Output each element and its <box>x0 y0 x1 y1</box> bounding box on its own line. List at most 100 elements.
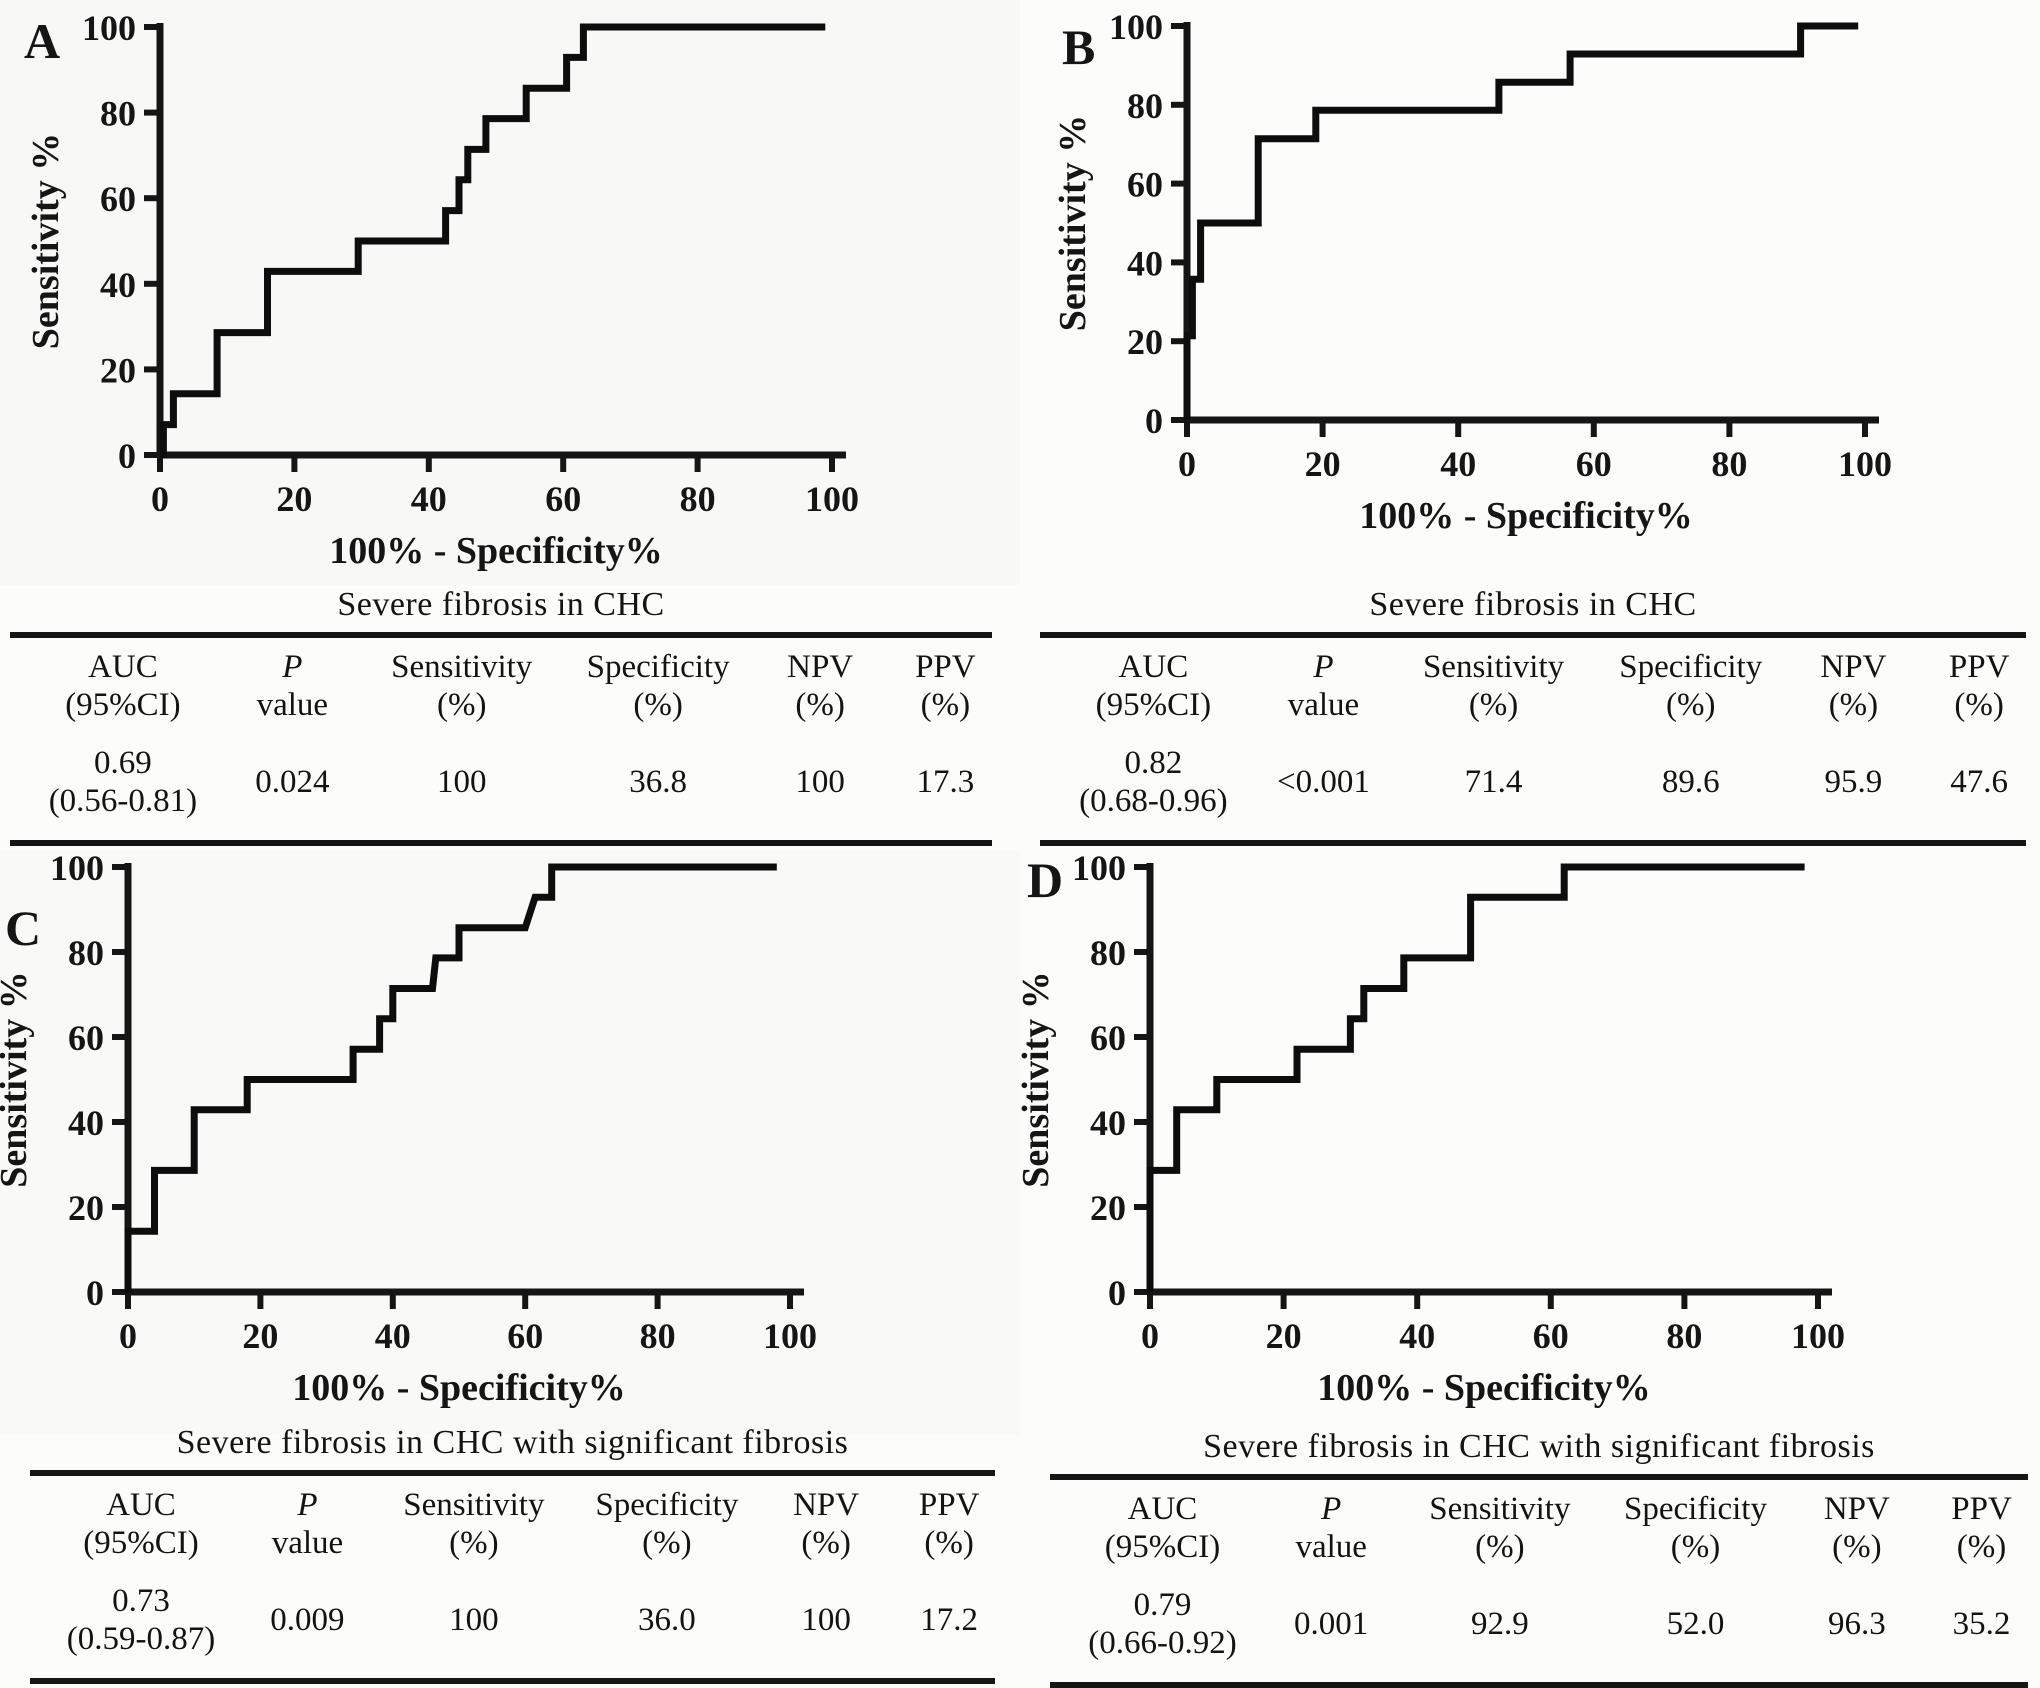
header-line-2: value <box>1287 687 1360 723</box>
stats-header-cell: PPV (%) <box>1935 1477 2028 1570</box>
y-tick-label: 60 <box>100 179 136 219</box>
stats-table-block-d: Severe fibrosis in CHC with significant … <box>1050 1428 2028 1688</box>
x-axis-title: 100% - Specificity% <box>1317 1367 1651 1409</box>
x-tick-label: 80 <box>1666 1316 1702 1356</box>
panel-a: 0 20 40 60 80 100 0 20 40 60 80 100 100% - Specifici… <box>0 0 1020 846</box>
y-tick-label: 100 <box>50 850 104 888</box>
header-line-2: (%) <box>1468 687 1519 723</box>
header-line-1: AUC <box>106 1487 176 1523</box>
stats-header-cell: AUC (95%CI) <box>1040 635 1267 728</box>
x-tick-label: 60 <box>1576 444 1612 484</box>
y-axis-title: Sensitivity % <box>0 971 35 1187</box>
x-tick-label: 20 <box>242 1316 278 1356</box>
y-tick-label: 0 <box>1145 401 1163 441</box>
stats-header-cell: Sensitivity (%) <box>1380 635 1607 728</box>
x-axis-title: 100% - Specificity% <box>1359 495 1693 537</box>
header-line-1: NPV <box>1823 1491 1890 1527</box>
roc-plot-b: 0 20 40 60 80 100 0 20 40 60 80 100 100% - Specifici… <box>1020 0 2040 585</box>
stat-auc-ci: (0.66-0.92) <box>1088 1625 1237 1661</box>
y-tick-label: 40 <box>1090 1103 1126 1143</box>
stat-ppv: 35.2 <box>1952 1606 2011 1642</box>
roc-curve <box>159 23 826 459</box>
header-line-1: Specificity <box>586 649 730 685</box>
x-tick-label: 80 <box>640 1316 676 1356</box>
stat-auc-cell: 0.79 (0.66-0.92) <box>1050 1570 1275 1685</box>
stat-sensitivity: 100 <box>449 1602 499 1638</box>
header-line-2: (%) <box>1828 687 1879 723</box>
stat-p-value: 0.009 <box>270 1602 345 1638</box>
y-tick-label: 40 <box>100 265 136 305</box>
x-axis-title: 100% - Specificity% <box>329 530 663 572</box>
header-line-1: Sensitivity <box>403 1487 545 1523</box>
header-line-1: PPV <box>1948 649 2010 685</box>
header-line-2: (%) <box>1666 687 1716 723</box>
x-tick-label: 0 <box>119 1316 137 1356</box>
header-line-2: (%) <box>449 1525 499 1561</box>
header-line-1: P <box>297 1487 318 1523</box>
x-tick-label: 0 <box>151 479 169 519</box>
stats-header-cell: AUC (95%CI) <box>1050 1477 1275 1570</box>
y-tick-label: 0 <box>1108 1273 1126 1313</box>
header-line-1: Specificity <box>1623 1491 1767 1527</box>
stat-sensitivity: 100 <box>436 764 487 800</box>
header-line-2: (95%CI) <box>83 1525 199 1561</box>
x-tick-label: 20 <box>1266 1316 1302 1356</box>
y-tick-label: 60 <box>1127 165 1163 205</box>
header-line-2: (%) <box>1670 1529 1721 1565</box>
roc-curve <box>1183 22 1859 420</box>
header-line-2: (%) <box>924 1525 974 1561</box>
stat-auc-cell: 0.82 (0.68-0.96) <box>1040 728 1267 843</box>
stats-header-cell: Sensitivity (%) <box>363 1473 585 1566</box>
stats-header-cell: PPV (%) <box>903 1473 995 1566</box>
panel-letter: A <box>24 13 60 69</box>
stats-header-cell: NPV (%) <box>1779 1477 1935 1570</box>
x-tick-label: 0 <box>1178 444 1196 484</box>
x-tick-label: 100 <box>763 1316 817 1356</box>
stats-header-cell: NPV (%) <box>1775 635 1933 728</box>
header-line-1: Specificity <box>1619 649 1763 685</box>
header-line-1: AUC <box>1118 649 1189 685</box>
header-line-2: value <box>256 687 329 723</box>
stat-auc-cell: 0.69 (0.56-0.81) <box>10 728 236 843</box>
x-tick-label: 80 <box>1711 444 1747 484</box>
panel-b: 0 20 40 60 80 100 0 20 40 60 80 100 100% - Specifici… <box>1020 0 2040 846</box>
stats-table-title: Severe fibrosis in CHC with significant … <box>176 1424 849 1461</box>
stats-header-cell: PPV (%) <box>899 635 992 728</box>
stats-data-row: 0.69 (0.56-0.81) 0.024 100 36.8 100 17.3 <box>10 728 992 843</box>
stats-table-block-c: Severe fibrosis in CHC with significant … <box>30 1424 995 1684</box>
stat-npv: 100 <box>801 1602 851 1638</box>
y-tick-label: 100 <box>82 8 136 48</box>
panel-letter: B <box>1062 19 1095 75</box>
x-tick-label: 60 <box>1533 1316 1569 1356</box>
stat-ppv: 17.3 <box>916 764 975 800</box>
header-line-2: (%) <box>633 687 683 723</box>
y-tick-label: 40 <box>68 1103 104 1143</box>
stat-auc-value: 0.73 <box>112 1583 170 1619</box>
x-tick-label: 100 <box>1791 1316 1845 1356</box>
header-line-2: value <box>1295 1529 1367 1565</box>
y-tick-label: 60 <box>1090 1018 1126 1058</box>
stat-specificity: 52.0 <box>1666 1606 1725 1642</box>
header-line-2: (%) <box>801 1525 851 1561</box>
stats-data-row: 0.73 (0.59-0.87) 0.009 100 36.0 100 17.2 <box>30 1566 995 1681</box>
y-tick-label: 60 <box>68 1018 104 1058</box>
roc-curve <box>1146 863 1805 1292</box>
roc-plot-d: 0 20 40 60 80 100 0 20 40 60 80 100 100% - Specifici… <box>1020 850 2040 1435</box>
y-tick-label: 0 <box>118 436 136 476</box>
x-tick-label: 40 <box>1440 444 1476 484</box>
plot-background <box>0 0 1020 585</box>
header-line-2: (95%CI) <box>65 687 181 723</box>
y-tick-label: 0 <box>86 1273 104 1313</box>
y-tick-label: 20 <box>100 350 136 390</box>
stat-npv: 95.9 <box>1824 764 1883 800</box>
stats-header-cell: Sensitivity (%) <box>349 635 575 728</box>
panel-d: 0 20 40 60 80 100 0 20 40 60 80 100 100% - Specifici… <box>1020 850 2040 1688</box>
stat-sensitivity: 92.9 <box>1471 1606 1529 1642</box>
